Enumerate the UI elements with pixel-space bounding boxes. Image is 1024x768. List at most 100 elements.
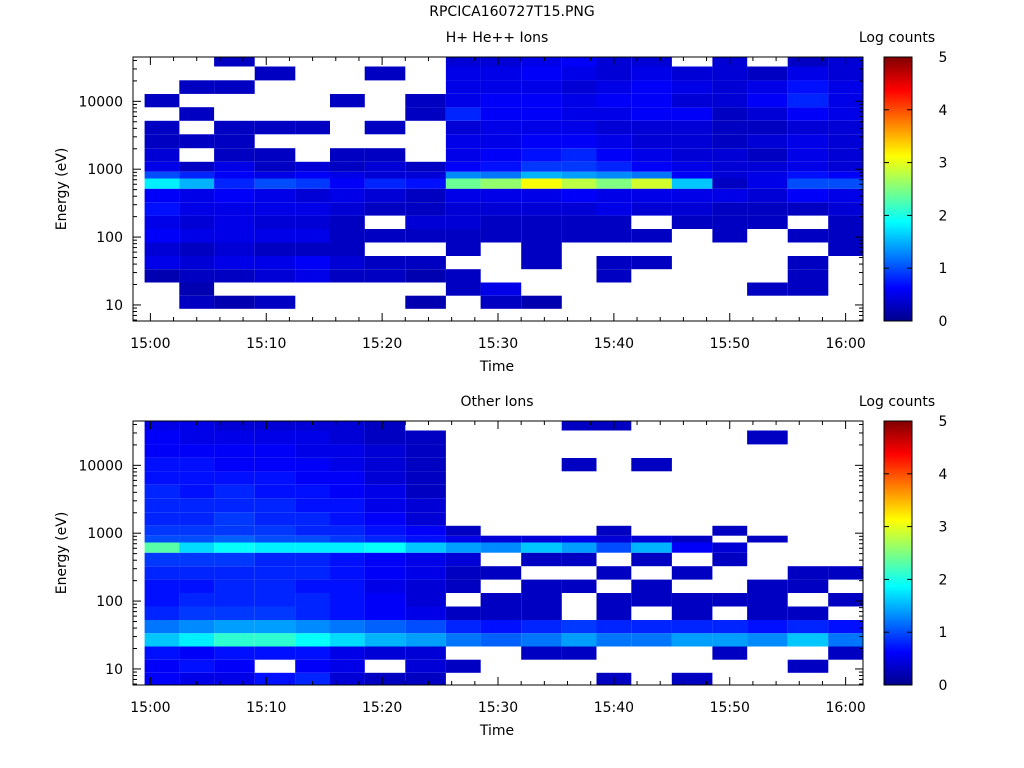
heatmap-cell [445,134,481,149]
heatmap-cell [254,148,296,162]
heatmap-cell [480,620,522,634]
heatmap-cell [828,134,863,149]
heatmap-cell [631,620,672,634]
heatmap-cell [144,94,180,108]
heatmap-cell [671,161,713,172]
heatmap-cell [671,633,713,647]
heatmap-cell [144,606,180,620]
heatmap-cell [747,579,788,593]
y-tick-label: 10000 [78,94,123,110]
heatmap-cell [671,94,713,108]
heatmap-cell [480,134,522,149]
heatmap-cell [254,633,296,647]
heatmap-cell [445,202,481,216]
heatmap-cell [214,659,255,673]
heatmap-cell [561,620,597,634]
heatmap-cell [214,178,255,189]
heatmap-cell [445,552,481,567]
heatmap-cell [179,566,215,580]
heatmap-cell [828,646,863,660]
heatmap-cell [787,66,829,81]
heatmap-cell [214,593,255,607]
heatmap-cells [144,57,863,309]
heatmap-cell [596,542,632,553]
heatmap-cell [330,620,365,634]
heatmap-cell [671,148,713,162]
heatmap-cell [480,535,522,543]
heatmap-cell [179,421,215,431]
heatmap-cell [330,430,365,445]
heatmap-cell [787,566,829,580]
heatmap-cell [671,120,713,135]
heatmap-cell [521,148,562,162]
heatmap-cell [364,484,406,499]
heatmap-cell [144,444,180,458]
heatmap-cell [254,512,296,526]
heatmap-cell [712,107,748,121]
heatmap-cell [480,107,522,121]
heatmap-cell [828,80,863,94]
heatmap-cell [828,620,863,634]
heatmap-cell [405,94,446,108]
heatmap-cell [364,633,406,647]
heatmap-cells [144,421,863,685]
heatmap-cell [254,188,296,203]
heatmap-cell [295,566,330,580]
heatmap-cell [631,66,672,81]
heatmap-cell [747,66,788,81]
heatmap-cell [671,107,713,121]
heatmap-cell [330,242,365,256]
heatmap-cell [144,535,180,543]
colorbar-tick-label: 1 [939,625,948,641]
y-tick-label: 10000 [78,458,123,474]
heatmap-cell [787,659,829,673]
heatmap-cell [405,620,446,634]
heatmap-cell [561,107,597,121]
heatmap-cell [480,178,522,189]
heatmap-cell [561,94,597,108]
heatmap-cell [480,80,522,94]
heatmap-cell [330,606,365,620]
heatmap-cell [330,444,365,458]
heatmap-cell [828,178,863,189]
heatmap-cell [214,633,255,647]
heatmap-cell [295,620,330,634]
heatmap-cell [747,107,788,121]
heatmap-cell [295,202,330,216]
heatmap-cell [405,535,446,543]
heatmap-cell [214,646,255,660]
heatmap-cell [214,471,255,485]
heatmap-cell [179,256,215,270]
heatmap-cell [828,633,863,647]
heatmap-cell [521,66,562,81]
heatmap-cell [828,66,863,81]
heatmap-cell [712,229,748,243]
heatmap-cell [747,94,788,108]
heatmap-cell [480,606,522,620]
heatmap-cell [214,229,255,243]
heatmap-cell [712,171,748,179]
heatmap-cell [747,633,788,647]
heatmap-cell [671,66,713,81]
colorbar-tick-label: 0 [939,678,948,694]
heatmap-cell [144,512,180,526]
heatmap-cell [144,458,180,472]
heatmap-cell [631,178,672,189]
heatmap-cell [405,542,446,553]
heatmap-cell [144,134,180,149]
heatmap-cell [405,552,446,567]
heatmap-cell [254,535,296,543]
heatmap-cell [596,525,632,536]
heatmap-cell [480,120,522,135]
heatmap-cell [480,593,522,607]
colorbar-tick-label: 1 [939,261,948,277]
heatmap-cell [214,202,255,216]
heatmap-cell [295,593,330,607]
heatmap-cell [214,542,255,553]
heatmap-cell [596,566,632,580]
heatmap-cell [561,178,597,189]
heatmap-cell [144,242,180,256]
colorbar-tick-label: 5 [939,414,948,430]
heatmap-cell [330,542,365,553]
